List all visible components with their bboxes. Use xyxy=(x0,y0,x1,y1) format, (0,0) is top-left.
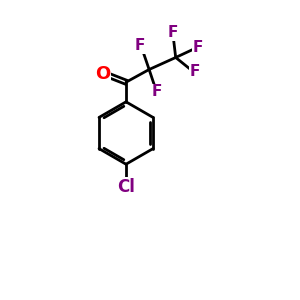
Text: F: F xyxy=(152,84,162,99)
Text: F: F xyxy=(168,25,178,40)
Text: F: F xyxy=(190,64,200,79)
Text: O: O xyxy=(95,65,110,83)
Text: F: F xyxy=(193,40,203,55)
Text: F: F xyxy=(135,38,145,53)
Text: Cl: Cl xyxy=(117,178,135,196)
